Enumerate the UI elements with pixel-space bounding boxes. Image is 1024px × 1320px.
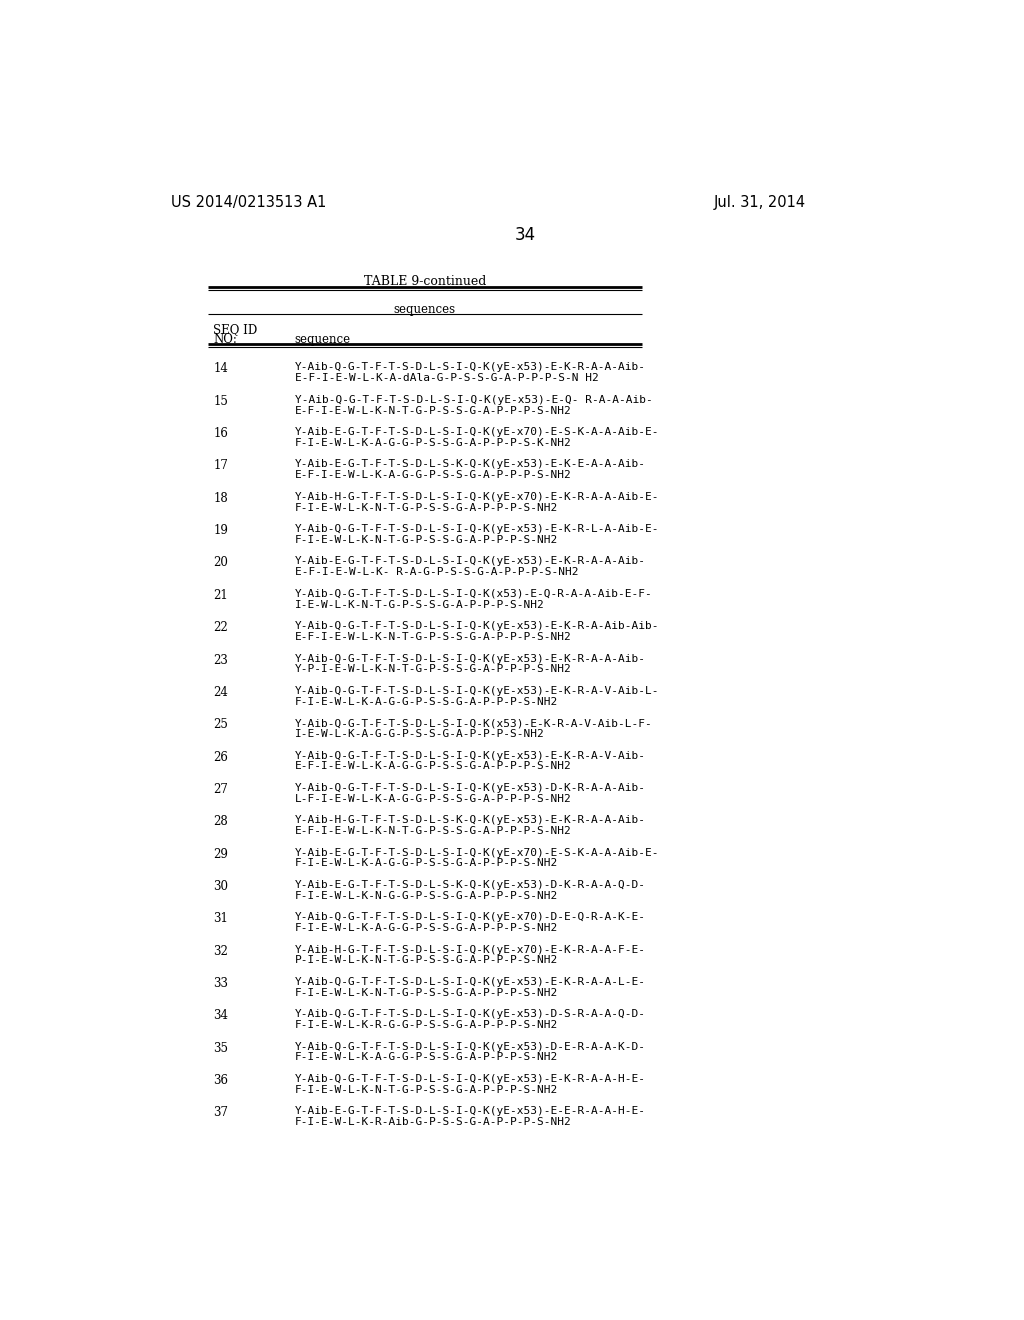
- Text: P-I-E-W-L-K-N-T-G-P-S-S-G-A-P-P-P-S-NH2: P-I-E-W-L-K-N-T-G-P-S-S-G-A-P-P-P-S-NH2: [295, 956, 558, 965]
- Text: US 2014/0213513 A1: US 2014/0213513 A1: [171, 195, 326, 210]
- Text: 16: 16: [213, 428, 228, 440]
- Text: 33: 33: [213, 977, 228, 990]
- Text: Y-Aib-E-G-T-F-T-S-D-L-S-I-Q-K(yE-x53)-E-E-R-A-A-H-E-: Y-Aib-E-G-T-F-T-S-D-L-S-I-Q-K(yE-x53)-E-…: [295, 1106, 645, 1117]
- Text: 37: 37: [213, 1106, 228, 1119]
- Text: E-F-I-E-W-L-K-A-G-G-P-S-S-G-A-P-P-P-S-NH2: E-F-I-E-W-L-K-A-G-G-P-S-S-G-A-P-P-P-S-NH…: [295, 762, 571, 771]
- Text: Y-Aib-Q-G-T-F-T-S-D-L-S-I-Q-K(yE-x70)-D-E-Q-R-A-K-E-: Y-Aib-Q-G-T-F-T-S-D-L-S-I-Q-K(yE-x70)-D-…: [295, 912, 645, 923]
- Text: F-I-E-W-L-K-N-T-G-P-S-S-G-A-P-P-P-S-NH2: F-I-E-W-L-K-N-T-G-P-S-S-G-A-P-P-P-S-NH2: [295, 987, 558, 998]
- Text: Y-Aib-Q-G-T-F-T-S-D-L-S-I-Q-K(yE-x53)-E-K-R-A-A-Aib-: Y-Aib-Q-G-T-F-T-S-D-L-S-I-Q-K(yE-x53)-E-…: [295, 653, 645, 664]
- Text: 34: 34: [213, 1010, 228, 1022]
- Text: Y-Aib-E-G-T-F-T-S-D-L-S-I-Q-K(yE-x70)-E-S-K-A-A-Aib-E-: Y-Aib-E-G-T-F-T-S-D-L-S-I-Q-K(yE-x70)-E-…: [295, 847, 659, 858]
- Text: Y-Aib-Q-G-T-F-T-S-D-L-S-I-Q-K(x53)-E-Q-R-A-A-Aib-E-F-: Y-Aib-Q-G-T-F-T-S-D-L-S-I-Q-K(x53)-E-Q-R…: [295, 589, 652, 599]
- Text: E-F-I-E-W-L-K-N-T-G-P-S-S-G-A-P-P-P-S-NH2: E-F-I-E-W-L-K-N-T-G-P-S-S-G-A-P-P-P-S-NH…: [295, 405, 571, 416]
- Text: Y-Aib-E-G-T-F-T-S-D-L-S-K-Q-K(yE-x53)-E-K-E-A-A-Aib-: Y-Aib-E-G-T-F-T-S-D-L-S-K-Q-K(yE-x53)-E-…: [295, 459, 645, 470]
- Text: E-F-I-E-W-L-K-N-T-G-P-S-S-G-A-P-P-P-S-NH2: E-F-I-E-W-L-K-N-T-G-P-S-S-G-A-P-P-P-S-NH…: [295, 632, 571, 642]
- Text: TABLE 9-continued: TABLE 9-continued: [364, 276, 486, 289]
- Text: 19: 19: [213, 524, 228, 537]
- Text: 17: 17: [213, 459, 228, 473]
- Text: I-E-W-L-K-A-G-G-P-S-S-G-A-P-P-P-S-NH2: I-E-W-L-K-A-G-G-P-S-S-G-A-P-P-P-S-NH2: [295, 729, 545, 739]
- Text: E-F-I-E-W-L-K-N-T-G-P-S-S-G-A-P-P-P-S-NH2: E-F-I-E-W-L-K-N-T-G-P-S-S-G-A-P-P-P-S-NH…: [295, 826, 571, 836]
- Text: SEQ ID: SEQ ID: [213, 323, 257, 337]
- Text: 15: 15: [213, 395, 228, 408]
- Text: L-F-I-E-W-L-K-A-G-G-P-S-S-G-A-P-P-P-S-NH2: L-F-I-E-W-L-K-A-G-G-P-S-S-G-A-P-P-P-S-NH…: [295, 793, 571, 804]
- Text: F-I-E-W-L-K-N-T-G-P-S-S-G-A-P-P-P-S-NH2: F-I-E-W-L-K-N-T-G-P-S-S-G-A-P-P-P-S-NH2: [295, 503, 558, 512]
- Text: Y-P-I-E-W-L-K-N-T-G-P-S-S-G-A-P-P-P-S-NH2: Y-P-I-E-W-L-K-N-T-G-P-S-S-G-A-P-P-P-S-NH…: [295, 664, 571, 675]
- Text: NO:: NO:: [213, 333, 238, 346]
- Text: 27: 27: [213, 783, 228, 796]
- Text: 26: 26: [213, 751, 228, 763]
- Text: Y-Aib-Q-G-T-F-T-S-D-L-S-I-Q-K(yE-x53)-E-Q- R-A-A-Aib-: Y-Aib-Q-G-T-F-T-S-D-L-S-I-Q-K(yE-x53)-E-…: [295, 395, 652, 405]
- Text: Y-Aib-H-G-T-F-T-S-D-L-S-K-Q-K(yE-x53)-E-K-R-A-A-Aib-: Y-Aib-H-G-T-F-T-S-D-L-S-K-Q-K(yE-x53)-E-…: [295, 816, 645, 825]
- Text: I-E-W-L-K-N-T-G-P-S-S-G-A-P-P-P-S-NH2: I-E-W-L-K-N-T-G-P-S-S-G-A-P-P-P-S-NH2: [295, 599, 545, 610]
- Text: Y-Aib-Q-G-T-F-T-S-D-L-S-I-Q-K(yE-x53)-D-E-R-A-A-K-D-: Y-Aib-Q-G-T-F-T-S-D-L-S-I-Q-K(yE-x53)-D-…: [295, 1041, 645, 1052]
- Text: Y-Aib-E-G-T-F-T-S-D-L-S-I-Q-K(yE-x53)-E-K-R-A-A-Aib-: Y-Aib-E-G-T-F-T-S-D-L-S-I-Q-K(yE-x53)-E-…: [295, 557, 645, 566]
- Text: Y-Aib-Q-G-T-F-T-S-D-L-S-I-Q-K(yE-x53)-E-K-R-A-V-Aib-: Y-Aib-Q-G-T-F-T-S-D-L-S-I-Q-K(yE-x53)-E-…: [295, 751, 645, 760]
- Text: 35: 35: [213, 1041, 228, 1055]
- Text: 20: 20: [213, 557, 228, 569]
- Text: 29: 29: [213, 847, 228, 861]
- Text: Y-Aib-H-G-T-F-T-S-D-L-S-I-Q-K(yE-x70)-E-K-R-A-A-F-E-: Y-Aib-H-G-T-F-T-S-D-L-S-I-Q-K(yE-x70)-E-…: [295, 945, 645, 954]
- Text: sequence: sequence: [295, 333, 351, 346]
- Text: F-I-E-W-L-K-N-G-G-P-S-S-G-A-P-P-P-S-NH2: F-I-E-W-L-K-N-G-G-P-S-S-G-A-P-P-P-S-NH2: [295, 891, 558, 900]
- Text: Y-Aib-Q-G-T-F-T-S-D-L-S-I-Q-K(yE-x53)-E-K-R-A-A-H-E-: Y-Aib-Q-G-T-F-T-S-D-L-S-I-Q-K(yE-x53)-E-…: [295, 1074, 645, 1084]
- Text: E-F-I-E-W-L-K- R-A-G-P-S-S-G-A-P-P-P-S-NH2: E-F-I-E-W-L-K- R-A-G-P-S-S-G-A-P-P-P-S-N…: [295, 568, 579, 577]
- Text: F-I-E-W-L-K-R-Aib-G-P-S-S-G-A-P-P-P-S-NH2: F-I-E-W-L-K-R-Aib-G-P-S-S-G-A-P-P-P-S-NH…: [295, 1117, 571, 1127]
- Text: E-F-I-E-W-L-K-A-G-G-P-S-S-G-A-P-P-P-S-NH2: E-F-I-E-W-L-K-A-G-G-P-S-S-G-A-P-P-P-S-NH…: [295, 470, 571, 480]
- Text: Y-Aib-Q-G-T-F-T-S-D-L-S-I-Q-K(yE-x53)-E-K-R-L-A-Aib-E-: Y-Aib-Q-G-T-F-T-S-D-L-S-I-Q-K(yE-x53)-E-…: [295, 524, 659, 535]
- Text: F-I-E-W-L-K-N-T-G-P-S-S-G-A-P-P-P-S-NH2: F-I-E-W-L-K-N-T-G-P-S-S-G-A-P-P-P-S-NH2: [295, 535, 558, 545]
- Text: sequences: sequences: [394, 304, 456, 317]
- Text: F-I-E-W-L-K-A-G-G-P-S-S-G-A-P-P-P-S-NH2: F-I-E-W-L-K-A-G-G-P-S-S-G-A-P-P-P-S-NH2: [295, 1052, 558, 1063]
- Text: 31: 31: [213, 912, 228, 925]
- Text: Y-Aib-Q-G-T-F-T-S-D-L-S-I-Q-K(yE-x53)-D-K-R-A-A-Aib-: Y-Aib-Q-G-T-F-T-S-D-L-S-I-Q-K(yE-x53)-D-…: [295, 783, 645, 793]
- Text: F-I-E-W-L-K-A-G-G-P-S-S-G-A-P-P-P-S-NH2: F-I-E-W-L-K-A-G-G-P-S-S-G-A-P-P-P-S-NH2: [295, 697, 558, 706]
- Text: F-I-E-W-L-K-N-T-G-P-S-S-G-A-P-P-P-S-NH2: F-I-E-W-L-K-N-T-G-P-S-S-G-A-P-P-P-S-NH2: [295, 1085, 558, 1094]
- Text: Y-Aib-E-G-T-F-T-S-D-L-S-I-Q-K(yE-x70)-E-S-K-A-A-Aib-E-: Y-Aib-E-G-T-F-T-S-D-L-S-I-Q-K(yE-x70)-E-…: [295, 428, 659, 437]
- Text: 34: 34: [514, 226, 536, 244]
- Text: E-F-I-E-W-L-K-A-dAla-G-P-S-S-G-A-P-P-P-S-N H2: E-F-I-E-W-L-K-A-dAla-G-P-S-S-G-A-P-P-P-S…: [295, 374, 598, 383]
- Text: F-I-E-W-L-K-A-G-G-P-S-S-G-A-P-P-P-S-NH2: F-I-E-W-L-K-A-G-G-P-S-S-G-A-P-P-P-S-NH2: [295, 858, 558, 869]
- Text: Jul. 31, 2014: Jul. 31, 2014: [714, 195, 806, 210]
- Text: Y-Aib-Q-G-T-F-T-S-D-L-S-I-Q-K(x53)-E-K-R-A-V-Aib-L-F-: Y-Aib-Q-G-T-F-T-S-D-L-S-I-Q-K(x53)-E-K-R…: [295, 718, 652, 729]
- Text: Y-Aib-Q-G-T-F-T-S-D-L-S-I-Q-K(yE-x53)-D-S-R-A-A-Q-D-: Y-Aib-Q-G-T-F-T-S-D-L-S-I-Q-K(yE-x53)-D-…: [295, 1010, 645, 1019]
- Text: 25: 25: [213, 718, 228, 731]
- Text: F-I-E-W-L-K-A-G-G-P-S-S-G-A-P-P-P-S-NH2: F-I-E-W-L-K-A-G-G-P-S-S-G-A-P-P-P-S-NH2: [295, 923, 558, 933]
- Text: 23: 23: [213, 653, 228, 667]
- Text: 30: 30: [213, 880, 228, 892]
- Text: Y-Aib-E-G-T-F-T-S-D-L-S-K-Q-K(yE-x53)-D-K-R-A-A-Q-D-: Y-Aib-E-G-T-F-T-S-D-L-S-K-Q-K(yE-x53)-D-…: [295, 880, 645, 890]
- Text: Y-Aib-Q-G-T-F-T-S-D-L-S-I-Q-K(yE-x53)-E-K-R-A-V-Aib-L-: Y-Aib-Q-G-T-F-T-S-D-L-S-I-Q-K(yE-x53)-E-…: [295, 686, 659, 696]
- Text: Y-Aib-H-G-T-F-T-S-D-L-S-I-Q-K(yE-x70)-E-K-R-A-A-Aib-E-: Y-Aib-H-G-T-F-T-S-D-L-S-I-Q-K(yE-x70)-E-…: [295, 492, 659, 502]
- Text: 21: 21: [213, 589, 228, 602]
- Text: 14: 14: [213, 363, 228, 375]
- Text: 18: 18: [213, 492, 228, 504]
- Text: 22: 22: [213, 622, 228, 634]
- Text: F-I-E-W-L-K-A-G-G-P-S-S-G-A-P-P-P-S-K-NH2: F-I-E-W-L-K-A-G-G-P-S-S-G-A-P-P-P-S-K-NH…: [295, 438, 571, 447]
- Text: Y-Aib-Q-G-T-F-T-S-D-L-S-I-Q-K(yE-x53)-E-K-R-A-A-L-E-: Y-Aib-Q-G-T-F-T-S-D-L-S-I-Q-K(yE-x53)-E-…: [295, 977, 645, 987]
- Text: 28: 28: [213, 816, 228, 828]
- Text: 32: 32: [213, 945, 228, 957]
- Text: 24: 24: [213, 686, 228, 698]
- Text: F-I-E-W-L-K-R-G-G-P-S-S-G-A-P-P-P-S-NH2: F-I-E-W-L-K-R-G-G-P-S-S-G-A-P-P-P-S-NH2: [295, 1020, 558, 1030]
- Text: Y-Aib-Q-G-T-F-T-S-D-L-S-I-Q-K(yE-x53)-E-K-R-A-A-Aib-: Y-Aib-Q-G-T-F-T-S-D-L-S-I-Q-K(yE-x53)-E-…: [295, 363, 645, 372]
- Text: 36: 36: [213, 1074, 228, 1086]
- Text: Y-Aib-Q-G-T-F-T-S-D-L-S-I-Q-K(yE-x53)-E-K-R-A-Aib-Aib-: Y-Aib-Q-G-T-F-T-S-D-L-S-I-Q-K(yE-x53)-E-…: [295, 622, 659, 631]
